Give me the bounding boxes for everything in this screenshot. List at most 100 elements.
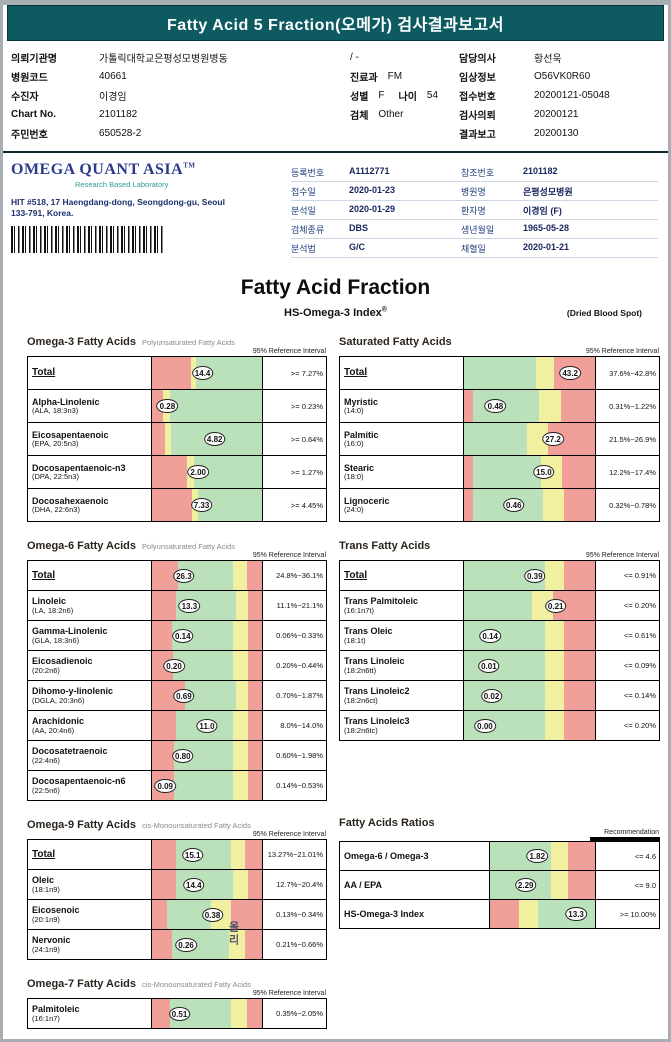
range-bar: 0.69	[152, 681, 262, 710]
patient-field-label: Chart No.	[11, 109, 56, 120]
range-zone-red	[563, 621, 595, 650]
panel-title: Trans Fatty Acids	[339, 540, 431, 552]
range-zone-red	[152, 900, 168, 929]
patient-info-row: 주민번호 650528-2	[11, 124, 459, 143]
range-bar: 0.46	[464, 489, 595, 521]
fatty-acid-name: AA / EPA	[344, 879, 383, 890]
reference-interval-header: 95% Reference Interval	[252, 831, 326, 838]
fatty-acid-row-trans-linoleic2: Trans Linoleic2 (18:2n6ct) 0.02 <= 0.14%	[340, 681, 659, 711]
fatty-acid-row-total: Total 43.2 37.6%~42.8%	[340, 357, 659, 390]
fatty-acid-row-oleic: Oleic (18:1n9) 14.4 12.7%~20.4%	[28, 870, 326, 900]
fatty-acid-name: Eicosapentaenoic	[32, 429, 109, 440]
fatty-acid-label-cell: Lignoceric (24:0)	[340, 489, 464, 521]
value-bubble: 2.00	[187, 465, 209, 479]
panel-table: Total 43.2 37.6%~42.8% Myristic (14:0) 0.48 0.…	[339, 356, 660, 522]
range-zone-green	[174, 771, 234, 800]
range-bar: 1.82	[490, 842, 595, 870]
lab-header-section: OMEGA QUANT ASIATM Research Based Labora…	[3, 153, 668, 264]
lab-field-value: 이경임 (F)	[523, 206, 562, 216]
range-zone-red	[152, 489, 192, 521]
panel-title: Saturated Fatty Acids	[339, 336, 452, 348]
value-bubble: 0.38	[201, 907, 224, 922]
barcode	[11, 226, 163, 254]
panel-table: Omega-6 / Omega-3 1.82 <= 4.6 AA / EPA 2.29 <…	[339, 841, 660, 929]
fatty-acid-label-cell: Arachidonic (AA, 20:4n6)	[28, 711, 152, 740]
fatty-acid-code: (16:1n7)	[32, 1013, 60, 1023]
range-bar: 0.01	[464, 651, 595, 680]
page-title: Fatty Acid Fraction	[240, 276, 431, 299]
fatty-acid-name: Trans Palmitoleic	[344, 596, 419, 607]
range-zone-red	[152, 456, 188, 488]
fatty-acid-code: (DHA, 22:6n3)	[32, 505, 80, 515]
fatty-acid-row-stearic: Stearic (18:0) 15.0 12.2%~17.4%	[340, 456, 659, 489]
fatty-acid-row-hs-omega-3-index: HS-Omega-3 Index 13.3 >= 10.00%	[340, 900, 659, 928]
report-title: Fatty Acid 5 Fraction(오메가) 검사결과보고서	[167, 17, 504, 34]
reference-interval-value: 0.13%~0.34%	[262, 900, 326, 929]
range-zone-red	[247, 651, 262, 680]
reference-interval-value: <= 0.91%	[595, 561, 659, 590]
fatty-acid-label-cell: Stearic (18:0)	[340, 456, 464, 488]
reference-interval-header: 95% Reference Interval	[252, 348, 326, 355]
reference-interval-value: <= 4.6	[595, 842, 659, 870]
patient-field-label: 나이	[398, 92, 417, 103]
lab-field-label: 생년월일	[461, 225, 495, 235]
value-bubble: 0.51	[168, 1006, 191, 1021]
reference-interval-value: 0.20%~0.44%	[262, 651, 326, 680]
stamp-text: 올리	[227, 921, 239, 947]
hs-omega3-index-label: HS-Omega-3 Index®	[284, 306, 387, 319]
panel-title: Omega-9 Fatty Acids	[27, 819, 137, 831]
lab-field-value: 2101182	[523, 166, 558, 176]
range-zone-yellow	[536, 357, 555, 389]
range-zone-red	[152, 999, 170, 1028]
fatty-acid-row-total: Total 14.4 >= 7.27%	[28, 357, 326, 390]
reference-interval-value: >= 4.45%	[262, 489, 326, 521]
fatty-acid-row-dihomo-y-linolenic: Dihomo-y-linolenic (DGLA, 20:3n6) 0.69 0.70…	[28, 681, 326, 711]
range-bar: 13.3	[490, 900, 595, 928]
reference-interval-value: <= 9.0	[595, 871, 659, 899]
range-bar: 15.0	[464, 456, 595, 488]
fatty-acid-code: (20:1n9)	[32, 914, 60, 924]
value-bubble: 0.39	[523, 568, 546, 583]
fatty-acid-name: Arachidonic	[32, 716, 85, 727]
range-bar: 0.02	[464, 681, 595, 710]
fatty-acid-label-cell: Total	[28, 561, 152, 590]
fatty-acid-code: (DGLA, 20:3n6)	[32, 695, 85, 705]
fatty-acid-label-cell: Palmitic (16:0)	[340, 423, 464, 455]
panel-saturated: Saturated Fatty Acids 95% Reference Inter…	[339, 336, 660, 522]
fatty-acid-code: (18:2n6tc)	[344, 725, 378, 735]
patient-field-label: 담당의사	[459, 54, 496, 65]
range-bar: 13.3	[152, 591, 262, 620]
reference-interval-value: >= 0.23%	[262, 390, 326, 422]
patient-field-value: / -	[350, 52, 359, 63]
value-bubble: 15.1	[181, 847, 204, 862]
lab-field-value: 1965-05-28	[523, 223, 570, 233]
panel-table: Total 26.3 24.8%~36.1% Linoleic (LA, 18:2n6)…	[27, 560, 327, 801]
range-zone-yellow	[545, 561, 564, 590]
range-zone-red	[464, 390, 474, 422]
lab-table-row: 분석일 2020-01-29 환자명 이경임 (F)	[291, 201, 658, 220]
reference-interval-value: 0.21%~0.66%	[262, 930, 326, 959]
value-bubble: 0.46	[502, 498, 525, 512]
fatty-acid-row-docosapentaenoic-n3: Docosapentaenoic-n3 (DPA, 22:5n3) 2.00 >= 1…	[28, 456, 326, 489]
lab-table-row: 접수일 2020-01-23 병원명 은평성모병원	[291, 182, 658, 201]
range-zone-green	[473, 456, 542, 488]
range-zone-yellow	[233, 771, 248, 800]
reference-interval-value: 11.1%~21.1%	[262, 591, 326, 620]
fatty-acid-row-docosahexaenoic: Docosahexaenoic (DHA, 22:6n3) 7.33 >= 4.45%	[28, 489, 326, 521]
fatty-acid-row-docosapentaenoic-n6: Docosapentaenoic-n6 (22:5n6) 0.09 0.14%~0.5…	[28, 771, 326, 800]
fatty-acid-row-alpha-linolenic: Alpha-Linolenic (ALA, 18:3n3) 0.28 >= 0.23%	[28, 390, 326, 423]
range-zone-yellow	[545, 681, 564, 710]
fatty-acid-code: (18:2n6tt)	[344, 665, 377, 675]
value-bubble: 4.82	[203, 432, 226, 446]
fatty-acid-row-docosatetraenoic: Docosatetraenoic (22:4n6) 0.80 0.60%~1.98%	[28, 741, 326, 771]
range-zone-yellow	[550, 842, 568, 870]
panel-omega3: Omega-3 Fatty Acids Polyunsaturated Fatty…	[27, 336, 327, 522]
range-bar: 11.0	[152, 711, 262, 740]
range-zone-red	[563, 711, 595, 740]
range-bar: 15.1	[152, 840, 262, 869]
fatty-acid-label-cell: Total	[28, 840, 152, 869]
fatty-acid-code: (24:0)	[344, 505, 364, 515]
panel-subtitle: cis-Monounsaturated Fatty Acids	[142, 821, 251, 830]
range-zone-yellow	[233, 561, 247, 590]
patient-field-label: 임상정보	[459, 73, 496, 84]
